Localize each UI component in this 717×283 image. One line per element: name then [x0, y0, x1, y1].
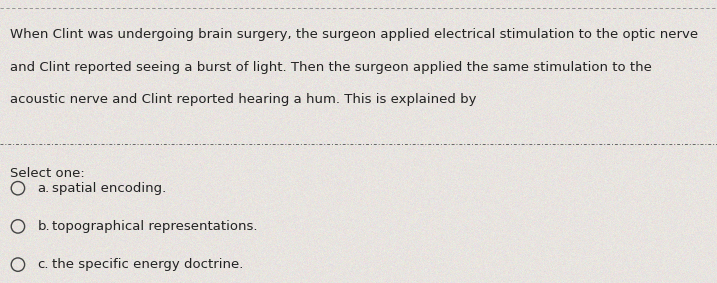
Text: a.: a.: [37, 182, 49, 195]
Text: spatial encoding.: spatial encoding.: [52, 182, 166, 195]
Text: When Clint was undergoing brain surgery, the surgeon applied electrical stimulat: When Clint was undergoing brain surgery,…: [10, 28, 698, 41]
Text: topographical representations.: topographical representations.: [52, 220, 257, 233]
Text: acoustic nerve and Clint reported hearing a hum. This is explained by: acoustic nerve and Clint reported hearin…: [10, 93, 477, 106]
Text: the specific energy doctrine.: the specific energy doctrine.: [52, 258, 243, 271]
Text: c.: c.: [37, 258, 49, 271]
Text: and Clint reported seeing a burst of light. Then the surgeon applied the same st: and Clint reported seeing a burst of lig…: [10, 61, 652, 74]
Text: b.: b.: [37, 220, 50, 233]
Text: Select one:: Select one:: [10, 167, 85, 180]
